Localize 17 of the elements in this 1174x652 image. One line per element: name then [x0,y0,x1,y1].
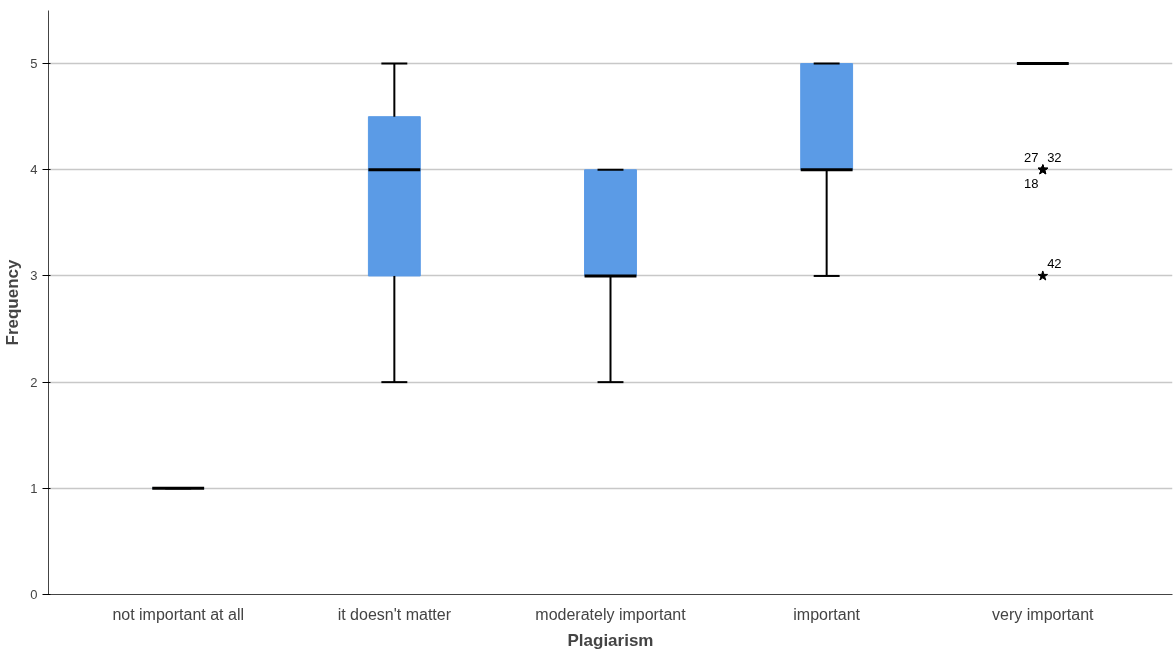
annotation: 18 [1024,176,1039,192]
y-tick-label: 1 [30,480,38,496]
annotation: 42 [1047,256,1062,272]
y-tick-label: 5 [30,56,38,72]
y-axis-title: Frequency [3,258,23,346]
x-tick-label: important [793,605,861,623]
annotation: 32 [1047,150,1062,166]
y-tick-label: 3 [30,268,38,284]
x-tick-label: moderately important [535,605,687,623]
x-tick-label: not important at all [112,605,244,623]
y-tick-label: 4 [30,162,38,178]
x-tick-label: very important [992,605,1095,623]
y-tick-label: 2 [30,374,38,390]
x-tick-label: it doesn't matter [337,605,452,623]
x-axis-title: Plagiarism [567,630,654,650]
annotation: 27 [1024,150,1039,166]
y-tick-label: 0 [30,587,38,602]
